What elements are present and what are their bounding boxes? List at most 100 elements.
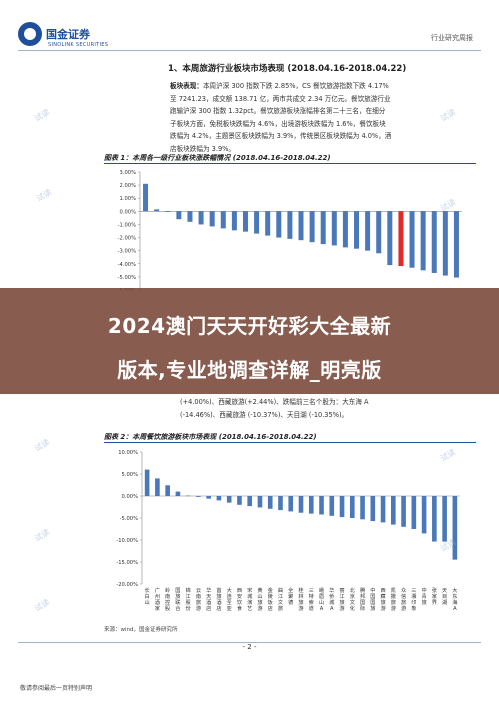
bar (216, 496, 222, 501)
bar (257, 496, 263, 508)
x-tick-label: 长白山 (145, 586, 151, 606)
bar (278, 496, 283, 511)
para-line-2: 跑输沪深 300 指数 1.32pct。餐饮旅游板块涨幅排名第二十三名，在细分 (170, 107, 386, 115)
under-banner-line-1: (+4.00%)、西藏旅游(+2.44%)、跌幅前三名个股为：大东海 A (180, 398, 369, 406)
bar (187, 211, 193, 222)
x-tick-label: 黄山旅游 (257, 586, 262, 612)
para-label: 板块表现： (170, 82, 203, 90)
bar (247, 496, 253, 507)
bar (196, 496, 201, 497)
bar (265, 211, 271, 236)
y-tick-label: 10.00% (118, 450, 138, 456)
watermark: 试读 (32, 437, 52, 454)
para-line-5: 店板块跌幅为 3.9%。 (170, 144, 236, 153)
company-logo: 国金证券 SINOLINK SECURITIES (18, 22, 128, 50)
x-tick-label: 北京文化 (350, 586, 356, 612)
x-tick-label: 腾邦国际 (360, 586, 366, 612)
y-tick-label: 5.00% (122, 472, 139, 478)
x-tick-label: 云南旅游 (196, 587, 201, 612)
para-line-0: 本周沪深 300 指数下跌 2.85%，CS 餐饮旅游指数下跌 4.17% (202, 82, 389, 90)
para-line-3: 子板块方面，免税板块跌幅为 4.6%，出境游板块跌幅为 1.6%，餐饮板块 (170, 119, 386, 128)
bar (143, 183, 149, 212)
y-tick-label: 1.00% (120, 196, 137, 202)
banner-line-1: 2024澳门天天开好彩大全最新 (107, 314, 392, 338)
fig1-rule (104, 163, 476, 164)
y-tick-label: 2.00% (120, 183, 137, 189)
bar (365, 211, 371, 251)
x-tick-label: 峨眉山 A (319, 586, 325, 612)
x-tick-label: 锦江股份 (186, 586, 192, 612)
bar (442, 211, 448, 276)
bar (308, 496, 314, 514)
x-tick-label: 宋城演艺 (247, 586, 253, 612)
bar (319, 496, 324, 515)
bar (198, 211, 204, 225)
bar (409, 211, 415, 268)
bar (370, 496, 376, 522)
y-tick-label: -20.00% (116, 582, 138, 588)
y-tick-label: 0.00% (122, 494, 139, 500)
watermark: 试读 (32, 597, 52, 614)
x-tick-label: 桂林旅游 (298, 586, 304, 612)
x-tick-label: 金陵饭店 (268, 586, 274, 612)
bar (175, 491, 181, 496)
fig2-rule (104, 442, 476, 443)
bar (176, 211, 182, 220)
footer-divider (18, 642, 481, 643)
logo-icon (18, 22, 42, 46)
bar (432, 496, 437, 542)
bar (421, 496, 427, 534)
bar (185, 495, 191, 497)
bar (342, 211, 348, 248)
bar (339, 496, 345, 518)
bar (298, 211, 304, 241)
bar (155, 478, 160, 496)
x-tick-label: 众信旅游 (401, 587, 406, 612)
bar (420, 211, 426, 271)
y-tick-label: -5.00% (118, 275, 136, 281)
bar (331, 211, 337, 246)
x-tick-label: 张家界 (432, 586, 438, 606)
banner-line-2: 版本,专业地调查详解_明亮版 (117, 358, 382, 382)
bar (165, 485, 170, 496)
x-tick-label: 凯撒旅游 (391, 586, 397, 612)
x-tick-label: 大东海 A (452, 586, 457, 612)
bar (309, 211, 315, 243)
logo-cn-text: 国金证券 (46, 28, 90, 41)
logo-en-text: SINOLINK SECURITIES (48, 42, 109, 48)
bar (453, 211, 459, 278)
x-tick-label: 三湘印象 (411, 587, 416, 612)
fig2-title: 图表 2：本周餐饮旅游板块市场表现 (2018.04.16-2018.04.22… (104, 433, 317, 441)
watermark: 试读 (34, 187, 54, 204)
bar (254, 211, 260, 234)
y-tick-label: -10.00% (116, 538, 138, 544)
bar (391, 496, 396, 525)
x-tick-label: 首旅酒店 (216, 586, 221, 612)
bar (206, 496, 211, 499)
bar (452, 496, 458, 560)
header-divider (18, 50, 481, 51)
x-tick-label: 三特索道 (309, 587, 314, 612)
y-tick-label: -2.00% (118, 236, 136, 242)
x-tick-label: 天目湖 (442, 587, 447, 606)
bar (360, 496, 365, 520)
bar (380, 496, 386, 523)
x-tick-label: 中青旅 (421, 586, 426, 606)
x-tick-label: 华侨城 A (329, 586, 335, 612)
x-tick-label: 曲江文旅 (278, 586, 284, 612)
bar (376, 211, 382, 254)
x-tick-label: 国旅联合 (175, 587, 181, 612)
bar (431, 211, 437, 273)
overlay-banner (0, 288, 499, 394)
y-tick-label: -1.00% (118, 222, 136, 228)
bar (267, 496, 273, 509)
disclaimer: 敬请参阅最后一页特别声明 (20, 685, 93, 692)
under-banner-line-2: (-14.46%)、西藏旅游 (-10.37%)、天目湖 (-10.35%)。 (180, 411, 349, 419)
para-line-4: 跌幅为 4.2%，主题景区板块跌幅为 3.9%，传统景区板块跌幅为 4.0%，酒 (170, 132, 392, 140)
bar (320, 211, 326, 245)
y-tick-label: 3.00% (120, 170, 137, 176)
bar (231, 211, 237, 231)
y-tick-label: 0.00% (120, 209, 137, 215)
x-tick-label: 全聚德 (288, 586, 294, 606)
x-tick-label: 西安饮食 (237, 587, 243, 612)
